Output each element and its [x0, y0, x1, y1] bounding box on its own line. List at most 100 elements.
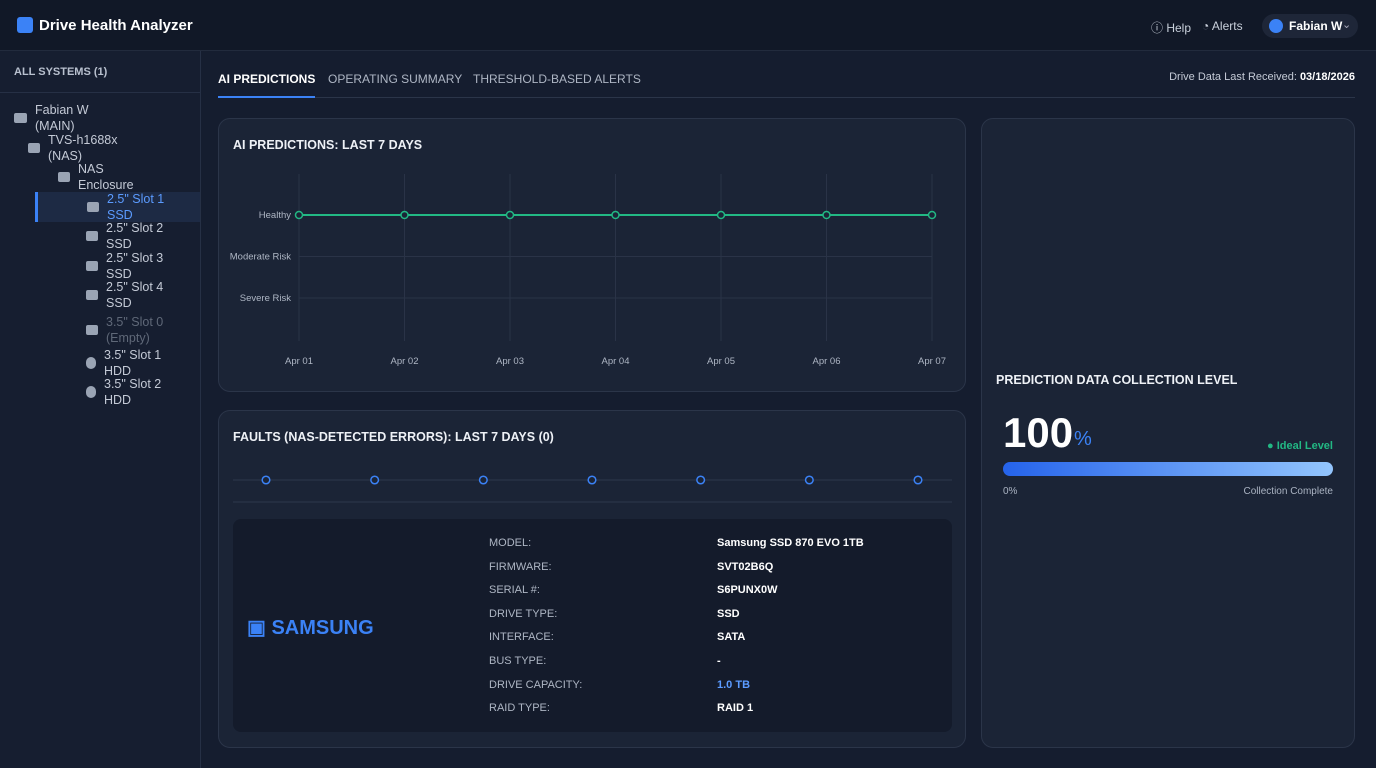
y-tick-label: Severe Risk [240, 293, 291, 304]
point [400, 210, 409, 220]
row-value: SSD [717, 607, 740, 620]
row-value: Samsung SSD 870 EVO 1TB [717, 537, 864, 549]
range-end: Collection Complete [1243, 486, 1334, 497]
row-label: INTERFACE: [489, 631, 554, 644]
tree-label: 3.5" Slot 1 HDD [104, 347, 162, 378]
tab[interactable]: THRESHOLD-BASED ALERTS [473, 72, 641, 86]
divider [0, 92, 200, 93]
x-tick-label: Apr 04 [602, 356, 630, 367]
row-label: DRIVE CAPACITY: [489, 678, 583, 691]
tab[interactable]: OPERATING SUMMARY [328, 72, 463, 86]
header [0, 0, 1376, 51]
row-value: SATA [717, 631, 746, 644]
x-tick-label: Apr 02 [391, 356, 419, 367]
row-label: RAID TYPE: [489, 702, 550, 715]
avatar [1269, 19, 1283, 33]
last-received-date: 03/18/2026 [1299, 71, 1355, 83]
tree-item[interactable]: 3.5" Slot 1 HDD [0, 348, 200, 378]
app-title: Drive Health Analyzer [39, 17, 193, 34]
faults-chart [233, 475, 952, 503]
x-tick-label: Apr 05 [707, 356, 735, 367]
faults-panel: FAULTS (NAS-DETECTED ERRORS): LAST 7 DAY… [218, 410, 966, 748]
tree-icon [28, 142, 40, 153]
panel-title: FAULTS (NAS-DETECTED ERRORS): LAST 7 DAY… [233, 430, 554, 444]
fault-point [478, 475, 488, 485]
tree-item: 3.5" Slot 0 (Empty) [0, 313, 200, 347]
x-tick-label: Apr 06 [813, 356, 841, 367]
help[interactable]: ⓘ Help [1151, 21, 1192, 35]
tree-label: 2.5" Slot 1 SSD [107, 191, 165, 222]
logo [17, 17, 33, 33]
row-value: SVT02B6Q [717, 560, 774, 573]
tree-label: Fabian W (MAIN) [35, 103, 89, 133]
tree-item[interactable]: 2.5" Slot 3 SSD [0, 251, 200, 281]
row-label: FIRMWARE: [489, 560, 552, 573]
tree-icon [86, 386, 96, 398]
prediction-panel: AI PREDICTIONS: LAST 7 DAYS Healthy Moder… [218, 118, 966, 392]
tree-label: 2.5" Slot 3 SSD [106, 250, 164, 281]
y-tick-label: Healthy [259, 210, 291, 221]
fault-point [913, 475, 923, 485]
row-label: SERIAL #: [489, 584, 540, 597]
status-label: Ideal Level [1276, 440, 1333, 452]
tree-item[interactable]: 2.5" Slot 1 SSD [35, 191, 200, 222]
row-label: MODEL: [489, 537, 532, 549]
chevron: ⌄ [1342, 19, 1352, 31]
collection-unit: % [1074, 428, 1092, 450]
last-received: Drive Data Last Received: 03/18/2026 [1169, 71, 1355, 83]
tree-icon [58, 172, 70, 182]
point [294, 210, 304, 220]
tree-item[interactable]: NAS Enclosure [0, 162, 200, 192]
row-value: - [717, 655, 721, 667]
row-label: BUS TYPE: [489, 655, 547, 667]
tree-item[interactable]: 2.5" Slot 4 SSD [0, 280, 200, 310]
tree-icon [86, 290, 98, 300]
tree-icon [86, 324, 98, 335]
fault-point [804, 475, 814, 485]
alerts-label: Alerts [1211, 19, 1243, 33]
row-value: RAID 1 [717, 702, 754, 715]
point [822, 210, 831, 220]
tree-item[interactable]: Fabian W (MAIN) [0, 103, 200, 133]
tree-label: 2.5" Slot 2 SSD [106, 221, 164, 251]
prediction-chart: Healthy Moderate Risk Severe Risk Apr 01 Apr… [230, 174, 946, 367]
brand: ▣ SAMSUNG [247, 617, 374, 639]
drive-info: ▣ SAMSUNG MODEL: Samsung SSD 870 EVO 1TB F… [233, 519, 952, 732]
fault-point [261, 475, 271, 485]
y-tick-label: Moderate Risk [230, 252, 291, 263]
point [611, 210, 620, 220]
row-label: DRIVE TYPE: [489, 607, 558, 620]
point [505, 210, 515, 220]
help-label: Help [1166, 21, 1192, 35]
tree-item[interactable]: TVS-h1688x (NAS) [0, 133, 200, 163]
tree-icon [14, 113, 27, 123]
tree-icon [86, 356, 96, 369]
range-start: 0% [1003, 486, 1018, 497]
tree-label: 3.5" Slot 2 HDD [104, 377, 162, 407]
alerts[interactable]: ◔ Alerts [1202, 19, 1243, 33]
row-value: S6PUNX0W [717, 584, 778, 597]
progress-bar [1003, 462, 1333, 476]
user-name: Fabian W [1289, 19, 1343, 33]
point [716, 210, 726, 220]
panel-title: AI PREDICTIONS: LAST 7 DAYS [233, 138, 423, 152]
tree-item[interactable]: 3.5" Slot 2 HDD [0, 377, 200, 407]
tree-icon [86, 260, 98, 271]
last-received-label: Drive Data Last Received: [1169, 71, 1297, 83]
point [927, 210, 937, 220]
fault-point [370, 475, 380, 485]
collection-panel: PREDICTION DATA COLLECTION LEVEL 100 % ●… [981, 118, 1355, 748]
tree-item[interactable]: 2.5" Slot 2 SSD [0, 221, 200, 251]
tree-label: 3.5" Slot 0 (Empty) [106, 314, 164, 345]
sidebar [0, 51, 201, 768]
x-tick-label: Apr 03 [496, 356, 524, 367]
tree-label: TVS-h1688x (NAS) [48, 132, 118, 163]
collection-value: 100 [1003, 409, 1074, 456]
tab[interactable]: AI PREDICTIONS [218, 72, 316, 98]
tab-rule [218, 97, 1355, 98]
tree-label: 2.5" Slot 4 SSD [106, 280, 164, 310]
fault-point [696, 475, 706, 485]
sidebar-heading: ALL SYSTEMS (1) [14, 66, 108, 78]
tree-icon [86, 231, 98, 241]
